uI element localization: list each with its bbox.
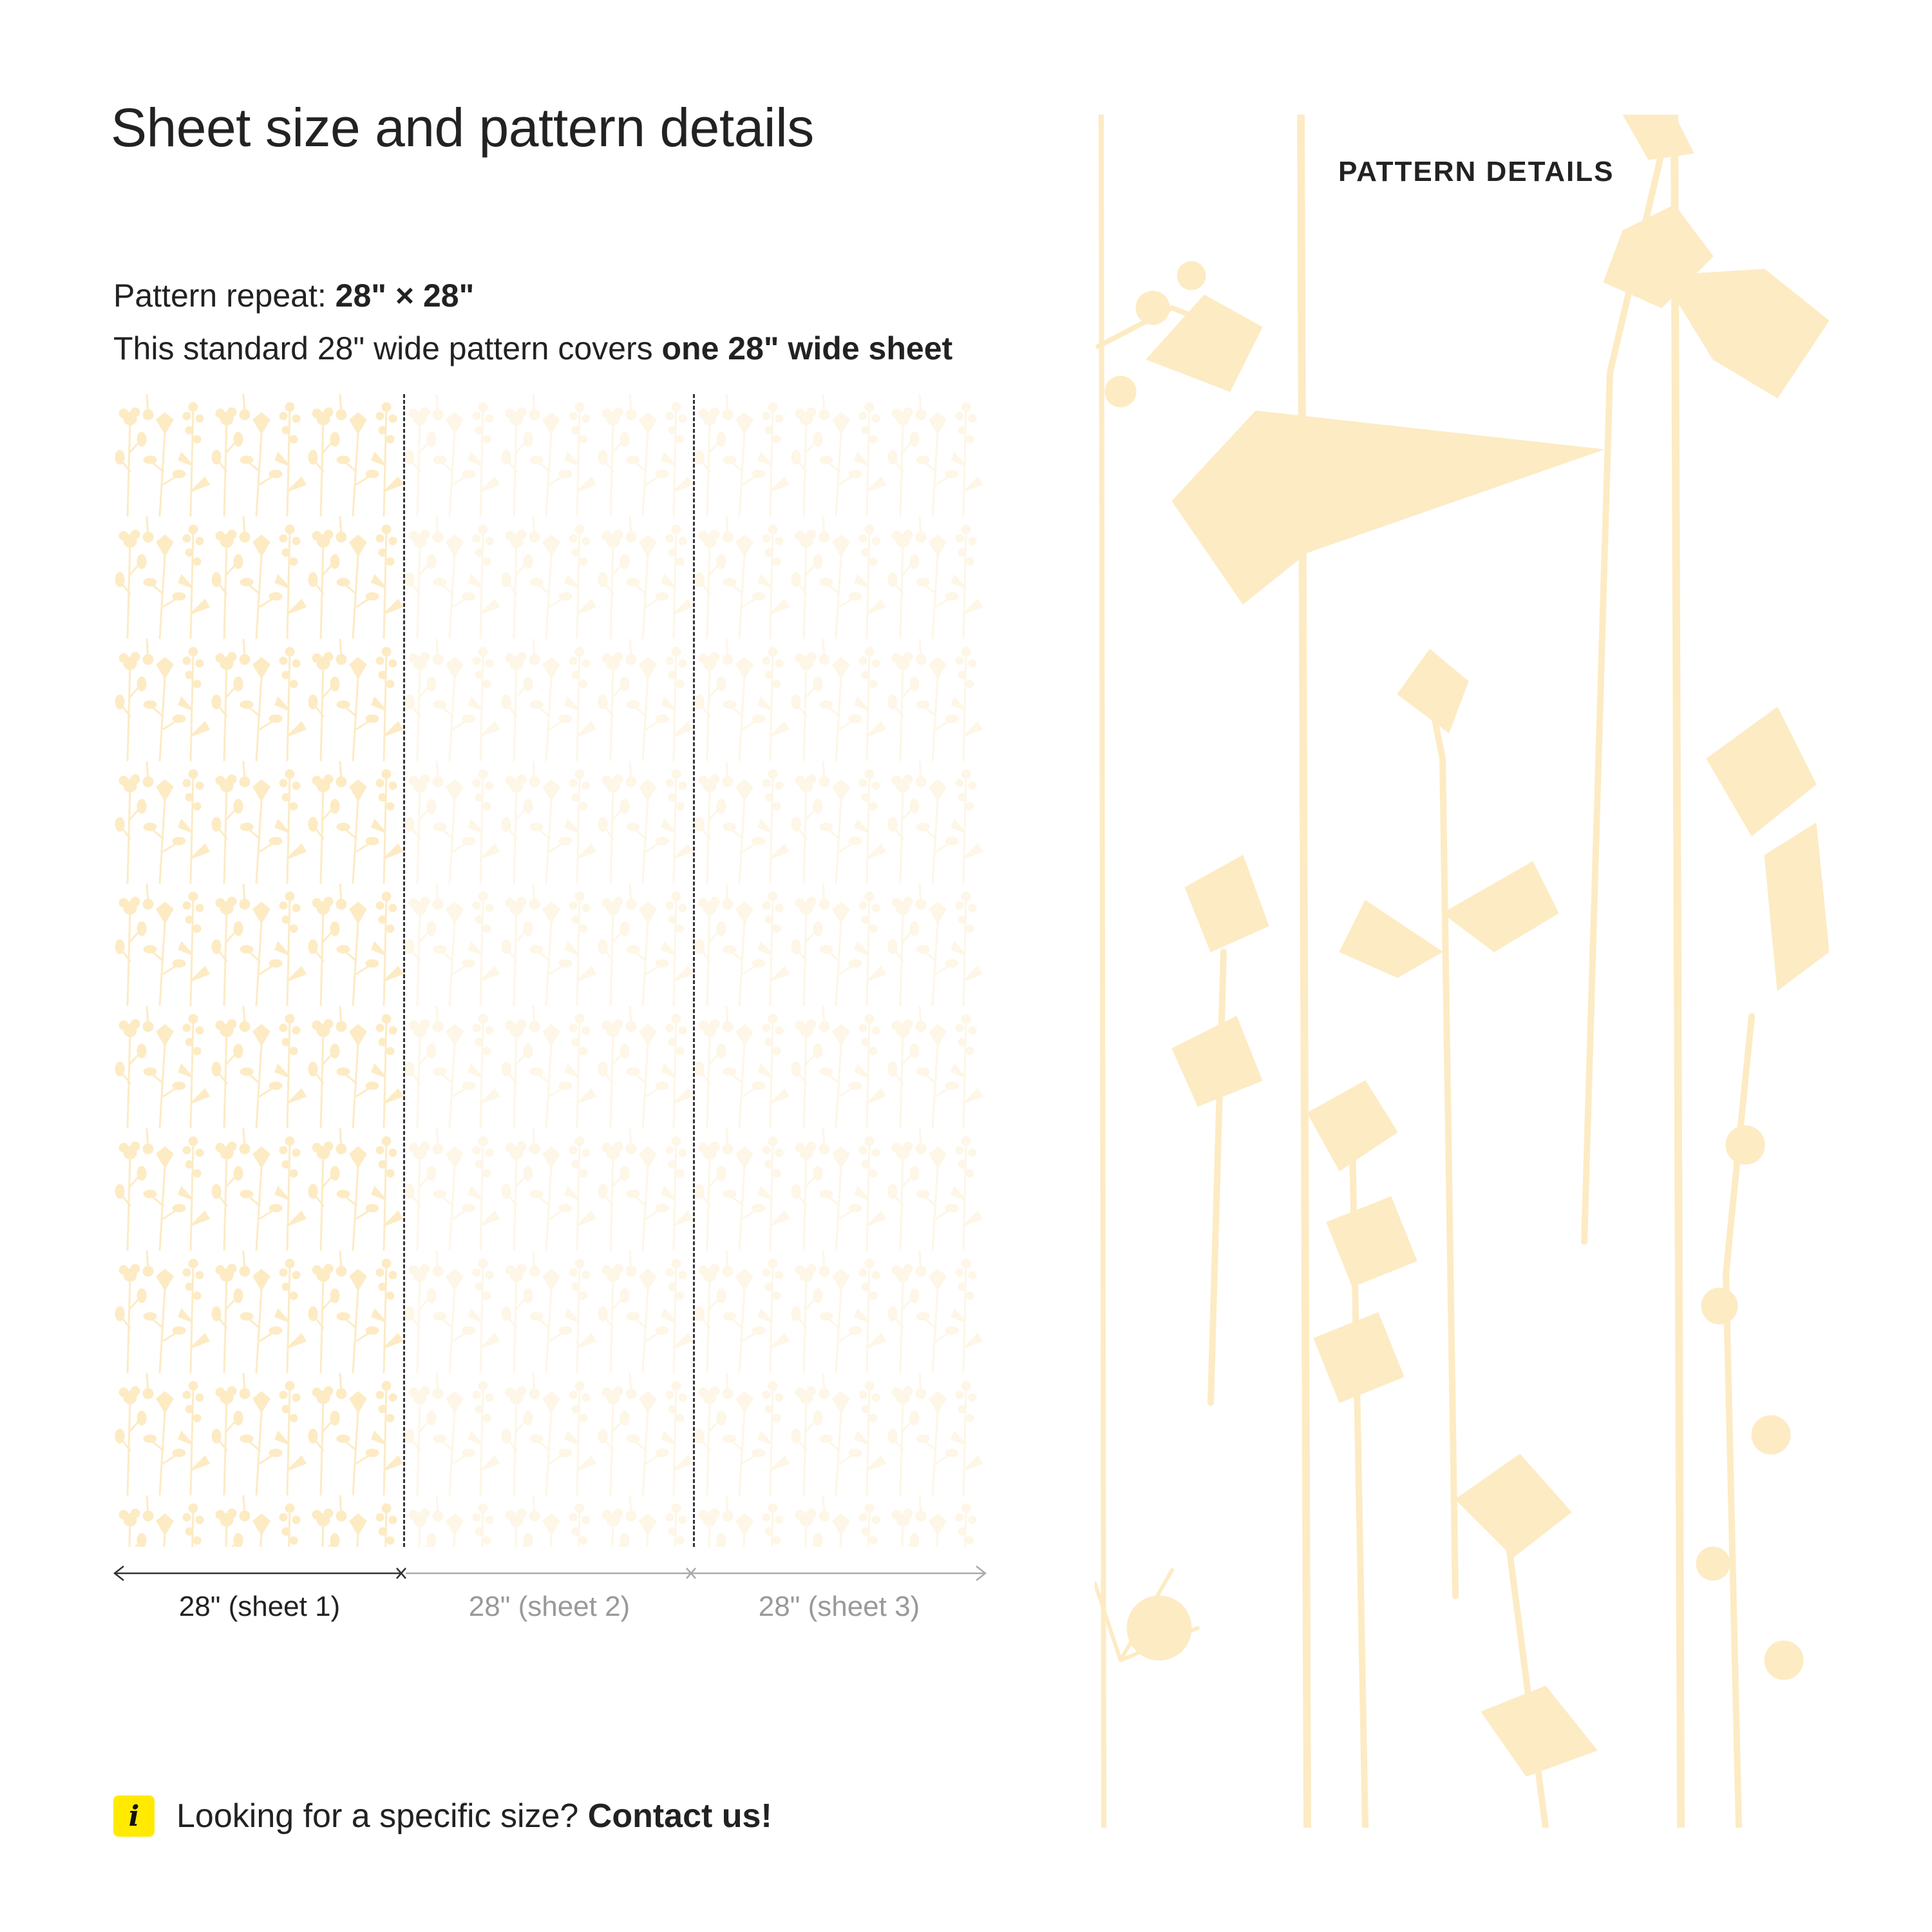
floral-pattern xyxy=(404,394,694,1547)
sheet-2-label: 28" (sheet 2) xyxy=(468,1591,630,1622)
coverage-text: This standard 28" wide pattern covers on… xyxy=(113,330,952,367)
sheet-preview xyxy=(115,394,985,1547)
pattern-detail-panel xyxy=(1095,115,1829,1828)
floral-closeup xyxy=(1095,115,1829,1828)
coverage-emphasis: one 28" wide sheet xyxy=(661,330,953,366)
sheet-3-preview xyxy=(694,394,984,1547)
contact-question: Looking for a specific size? xyxy=(176,1797,588,1835)
floral-pattern xyxy=(115,394,404,1547)
pattern-repeat-value: 28" × 28" xyxy=(335,278,475,314)
floral-pattern xyxy=(694,394,984,1547)
sheet-divider xyxy=(403,394,405,1547)
page-title: Sheet size and pattern details xyxy=(111,97,814,158)
pattern-repeat-label: Pattern repeat: xyxy=(113,278,336,314)
width-measurement xyxy=(109,1557,992,1589)
pattern-repeat-text: Pattern repeat: 28" × 28" xyxy=(113,277,474,314)
info-icon: i xyxy=(113,1795,155,1837)
measurement-arrows xyxy=(113,1566,987,1581)
coverage-prefix: This standard 28" wide pattern covers xyxy=(113,330,662,366)
sheet-1-label: 28" (sheet 1) xyxy=(178,1591,341,1622)
sheet-2-preview xyxy=(404,394,694,1547)
sheet-1-preview xyxy=(115,394,404,1547)
sheet-divider xyxy=(693,394,695,1547)
sheet-3-label: 28" (sheet 3) xyxy=(758,1591,920,1622)
contact-prompt: i Looking for a specific size? Contact u… xyxy=(113,1795,772,1837)
pattern-details-label: PATTERN DETAILS xyxy=(1338,156,1615,187)
contact-link[interactable]: Contact us! xyxy=(587,1797,772,1835)
